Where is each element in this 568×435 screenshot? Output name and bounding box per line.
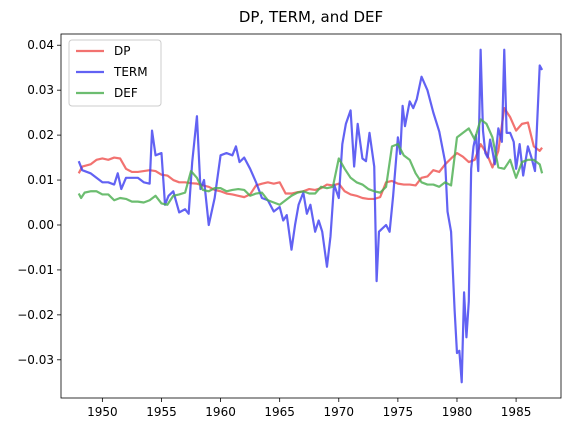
x-tick-label: 1970 — [324, 405, 355, 419]
x-tick-label: 1980 — [442, 405, 473, 419]
plot-frame — [60, 33, 562, 399]
series-layer — [77, 48, 544, 384]
y-tick-label: 0.02 — [27, 128, 54, 142]
y-tick-label: 0.03 — [27, 83, 54, 97]
x-axis: 1950 1955 1960 1965 1970 1975 1980 1985 — [87, 398, 531, 419]
legend-label-term: TERM — [113, 65, 148, 79]
y-tick-label: 0.00 — [27, 218, 54, 232]
legend-label-def: DEF — [114, 86, 138, 100]
y-tick-label: −0.01 — [17, 263, 54, 277]
x-tick-label: 1960 — [205, 405, 236, 419]
x-tick-label: 1985 — [501, 405, 532, 419]
series-line-def — [77, 118, 544, 206]
series-line-term — [77, 48, 544, 384]
y-tick-label: 0.01 — [27, 173, 54, 187]
y-axis: −0.03 −0.02 −0.01 0.00 0.01 0.02 0.03 0.04 — [17, 38, 61, 367]
legend-label-dp: DP — [114, 44, 130, 58]
x-tick-label: 1950 — [87, 405, 118, 419]
x-tick-label: 1955 — [146, 405, 177, 419]
y-tick-label: −0.02 — [17, 308, 54, 322]
series-line-dp — [77, 107, 543, 201]
legend-box — [68, 39, 162, 107]
y-tick-label: 0.04 — [27, 38, 54, 52]
chart-title: DP, TERM, and DEF — [239, 8, 383, 26]
legend: DP TERM DEF — [68, 39, 162, 107]
y-tick-label: −0.03 — [17, 353, 54, 367]
x-tick-label: 1965 — [264, 405, 295, 419]
x-tick-label: 1975 — [383, 405, 414, 419]
